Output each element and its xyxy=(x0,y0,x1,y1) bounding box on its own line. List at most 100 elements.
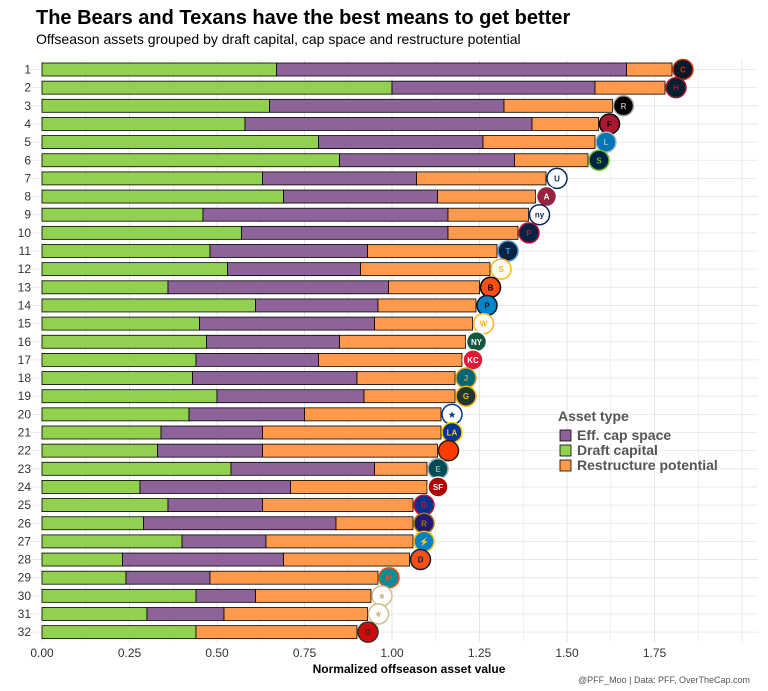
legend-label: Restructure potential xyxy=(577,457,718,473)
bar-segment-draft-capital xyxy=(41,534,183,549)
bar-segment-restructure-potential xyxy=(360,262,491,277)
bar-segment-restructure-potential xyxy=(531,117,599,131)
bar-segment-restructure-potential xyxy=(265,534,414,549)
jaguars-logo: J xyxy=(455,367,477,389)
x-tick-label: 1.50 xyxy=(555,646,579,660)
saints-logo: ⚜ xyxy=(371,585,393,607)
y-tick-label: 6 xyxy=(24,153,31,167)
bar-segment-restructure-potential xyxy=(339,334,466,349)
bar-segment-eff-cap-space xyxy=(143,516,337,531)
bars xyxy=(41,62,673,640)
svg-text:J: J xyxy=(464,374,468,383)
bar-segment-eff-cap-space xyxy=(262,171,417,186)
bar-segment-eff-cap-space xyxy=(244,117,533,131)
source-caption: @PFF_Moo | Data: PFF, OverTheCap.com xyxy=(577,675,750,685)
svg-text:C: C xyxy=(680,66,686,75)
svg-text:B: B xyxy=(365,628,371,637)
y-tick-label: 24 xyxy=(18,480,32,494)
legend-title: Asset type xyxy=(558,408,629,424)
bar-segment-eff-cap-space xyxy=(199,316,375,331)
bar-segment-restructure-potential xyxy=(388,280,480,295)
legend-swatch-eff-cap-space xyxy=(559,429,572,442)
y-tick-label: 14 xyxy=(18,298,32,312)
svg-text:B: B xyxy=(421,501,427,510)
bar-segment-draft-capital xyxy=(41,607,148,621)
bar-segment-eff-cap-space xyxy=(230,461,375,476)
y-tick-label: 7 xyxy=(24,171,31,185)
lions-logo: L xyxy=(595,131,617,153)
steelers-logo: S xyxy=(490,258,512,280)
y-tick-label: 32 xyxy=(18,625,32,639)
bar-segment-eff-cap-space xyxy=(255,298,379,313)
legend-swatch-restructure-potential xyxy=(559,459,572,472)
bar-segment-restructure-potential xyxy=(514,153,589,168)
svg-text:ny: ny xyxy=(535,211,545,220)
bar-segment-eff-cap-space xyxy=(195,352,319,367)
y-tick-label: 21 xyxy=(18,426,32,440)
bar-segment-eff-cap-space xyxy=(125,570,211,585)
x-tick-label: 1.75 xyxy=(643,646,667,660)
bar-segment-eff-cap-space xyxy=(181,534,267,549)
falcons-logo: F xyxy=(598,113,621,135)
svg-text:E: E xyxy=(435,465,441,474)
bar-segment-draft-capital xyxy=(41,570,127,585)
titans-logo: T xyxy=(497,240,519,262)
bar-segment-restructure-potential xyxy=(447,225,519,240)
bar-segment-draft-capital xyxy=(41,117,246,131)
bar-segment-restructure-potential xyxy=(377,298,477,313)
bar-segment-draft-capital xyxy=(41,552,123,567)
y-tick-label: 5 xyxy=(24,135,31,149)
bar-segment-draft-capital xyxy=(41,425,162,440)
bar-segment-eff-cap-space xyxy=(122,552,284,567)
y-tick-label: 15 xyxy=(18,317,32,331)
bar-segment-draft-capital xyxy=(41,225,242,240)
y-tick-label: 12 xyxy=(18,262,32,276)
bar-segment-eff-cap-space xyxy=(195,588,256,603)
svg-text:NY: NY xyxy=(471,338,483,347)
bar-segment-eff-cap-space xyxy=(160,425,263,440)
chart-title: The Bears and Texans have the best means… xyxy=(36,7,571,29)
svg-text:⚜: ⚜ xyxy=(378,592,385,601)
bar-segment-eff-cap-space xyxy=(206,334,340,349)
bar-segment-restructure-potential xyxy=(374,461,428,476)
bar-segment-eff-cap-space xyxy=(192,371,358,385)
x-tick-labels: 0.00 0.25 0.50 0.75 1.00 1.25 1.50 1.75 xyxy=(30,646,666,660)
svg-text:W: W xyxy=(480,320,488,329)
bar-segment-draft-capital xyxy=(41,516,144,531)
browns-logo xyxy=(437,439,460,462)
y-tick-label: 18 xyxy=(18,371,32,385)
bar-segment-restructure-potential xyxy=(262,425,442,440)
bar-segment-restructure-potential xyxy=(367,244,498,258)
y-tick-label: 28 xyxy=(18,553,32,567)
bar-segment-restructure-potential xyxy=(594,80,666,95)
bar-segment-eff-cap-space xyxy=(339,153,515,168)
y-tick-label: 26 xyxy=(18,516,32,530)
svg-text:S: S xyxy=(596,156,602,165)
svg-text:R: R xyxy=(421,519,427,528)
colts-logo: U xyxy=(546,167,568,190)
y-tick-label: 4 xyxy=(24,117,31,131)
bar-segment-draft-capital xyxy=(41,135,319,150)
svg-text:SF: SF xyxy=(433,483,443,492)
chiefs-logo: KC xyxy=(462,349,484,371)
bar-segment-eff-cap-space xyxy=(209,244,368,258)
jets-logo: NY xyxy=(465,331,488,353)
svg-text:L: L xyxy=(604,138,609,147)
y-tick-label: 20 xyxy=(18,407,32,421)
svg-text:P: P xyxy=(484,301,490,310)
legend-label: Eff. cap space xyxy=(577,427,671,443)
svg-text:U: U xyxy=(554,174,560,183)
bar-segment-restructure-potential xyxy=(283,552,410,567)
bills-logo: B xyxy=(413,494,435,516)
rams-logo: LA xyxy=(441,421,463,444)
svg-text:⚜: ⚜ xyxy=(375,610,382,619)
bar-segment-draft-capital xyxy=(41,189,284,204)
bar-segment-eff-cap-space xyxy=(188,407,305,422)
x-tick-label: 1.25 xyxy=(468,646,492,660)
svg-text:M: M xyxy=(386,574,393,583)
y-tick-label: 8 xyxy=(24,190,31,204)
raiders-logo: R xyxy=(612,95,635,117)
